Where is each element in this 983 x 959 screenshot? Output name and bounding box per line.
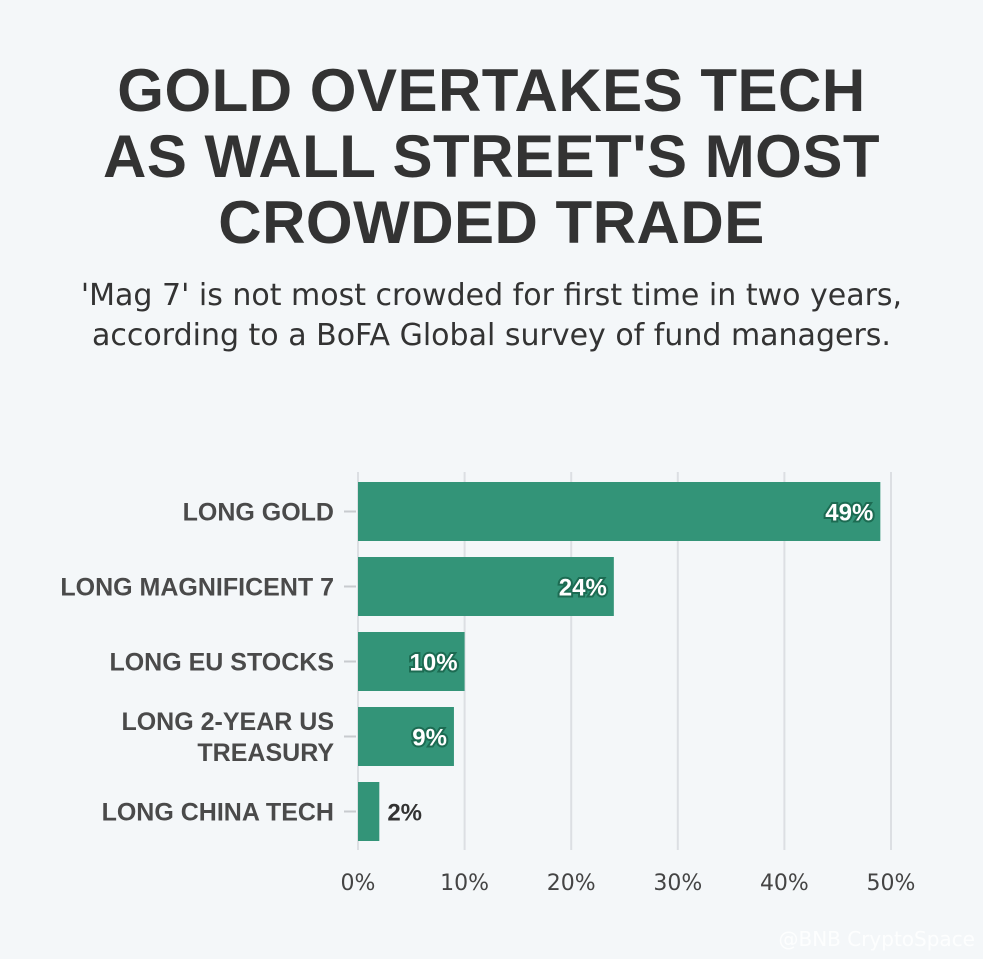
bar (358, 557, 614, 616)
bar (358, 782, 380, 841)
category-label: LONG EU STOCKS (109, 649, 334, 677)
category-label: LONG CHINA TECH (102, 799, 334, 827)
x-tick-label: 50% (867, 871, 916, 896)
x-tick-label: 10% (440, 871, 489, 896)
bar-value-label: 24% (559, 575, 607, 602)
bar-value-label: 9% (412, 725, 447, 752)
bar-value-label: 49% (825, 500, 873, 527)
bar-value-label: 10% (410, 650, 458, 677)
bars: 49% 24% 10% 9% 2% (358, 482, 881, 841)
chart-subtitle: 'Mag 7' is not most crowded for first ti… (80, 278, 903, 353)
x-tick-label: 30% (653, 871, 702, 896)
bar-value-label: 2% (387, 800, 422, 827)
bar (358, 632, 465, 691)
watermark-text: @BNB CryptoSpace (778, 927, 975, 951)
category-label: LONG MAGNIFICENT 7 (60, 574, 334, 602)
category-labels: LONG GOLD LONG MAGNIFICENT 7 LONG EU STOCK… (60, 499, 334, 827)
bar (358, 707, 454, 766)
x-tick-label: 20% (547, 871, 596, 896)
x-tick-label: 40% (760, 871, 809, 896)
chart-title: GOLD OVERTAKES TECH AS WALL STREET'S MOS… (102, 57, 881, 256)
category-label: LONG GOLD (183, 499, 334, 527)
x-axis-ticks: 0% 10% 20% 30% 40% 50% (341, 871, 916, 896)
bar (358, 482, 881, 541)
x-tick-label: 0% (341, 871, 376, 896)
category-label: LONG 2-YEAR US (121, 708, 334, 736)
category-label: TREASURY (197, 739, 334, 767)
